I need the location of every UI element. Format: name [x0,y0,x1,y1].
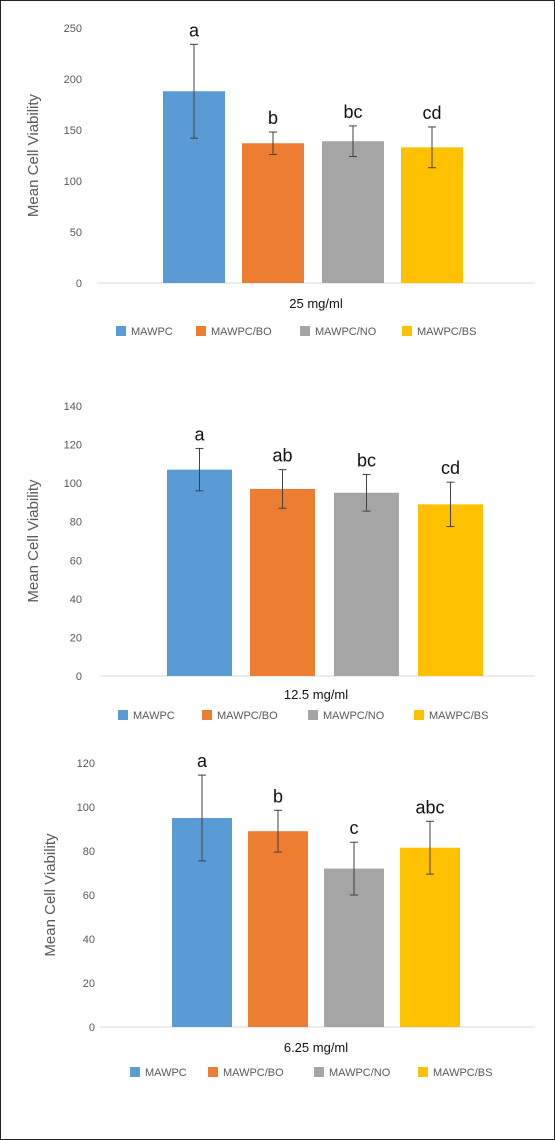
legend-swatch [300,326,310,336]
significance-label: a [194,424,205,444]
y-tick-label: 0 [76,278,82,290]
legend-swatch [118,710,128,720]
y-tick-label: 20 [83,978,95,990]
x-axis-label: 6.25 mg/ml [284,1040,348,1055]
x-axis-label: 25 mg/ml [289,296,343,311]
y-tick-label: 60 [70,555,82,567]
significance-label: cd [441,458,460,478]
bar-mawpc-bs [418,504,483,676]
legend-label: MAWPC/BS [429,710,489,722]
significance-label: b [268,108,278,128]
legend-swatch [418,1067,428,1077]
significance-label: a [197,751,208,771]
legend-label: MAWPC/BS [417,326,477,338]
legend-swatch [314,1067,324,1077]
legend-swatch [130,1067,140,1077]
legend: MAWPC MAWPC/BO MAWPC/NO MAWPC/BS [116,326,477,338]
legend-swatch [402,326,412,336]
significance-label: a [189,20,200,40]
legend-swatch [196,326,206,336]
y-tick-label: 50 [70,227,82,239]
significance-label: bc [343,102,362,122]
bar-mawpc [167,469,232,676]
legend-label: MAWPC/NO [315,326,377,338]
significance-label: cd [422,103,441,123]
y-axis-label: Mean Cell Viability [25,93,42,217]
x-axis-label: 12.5 mg/ml [284,687,348,702]
legend-label: MAWPC/BO [223,1067,284,1079]
y-tick-label: 60 [83,890,95,902]
bar-mawpc-bo [248,831,308,1027]
bar-mawpc-bo [242,143,304,283]
bar-mawpc-no [322,141,384,283]
legend-label: MAWPC/BO [217,710,278,722]
legend-label: MAWPC/BO [211,326,272,338]
significance-label: bc [357,450,376,470]
legend-label: MAWPC [145,1067,187,1079]
legend-label: MAWPC [131,326,173,338]
y-tick-label: 150 [64,125,82,137]
y-tick-label: 140 [64,401,82,413]
significance-label: c [350,818,359,838]
y-tick-label: 0 [76,671,82,683]
bar-mawpc-bs [400,847,460,1027]
y-tick-label: 20 [70,632,82,644]
legend-label: MAWPC/NO [323,710,385,722]
bar-mawpc-bs [401,147,463,283]
bar-mawpc-no [334,492,399,676]
legend-swatch [208,1067,218,1077]
y-axis-label: Mean Cell Viability [42,833,59,957]
bar-mawpc-bo [250,488,315,676]
legend-swatch [414,710,424,720]
y-tick-label: 100 [64,478,82,490]
legend: MAWPC MAWPC/BO MAWPC/NO MAWPC/BS [130,1067,493,1079]
y-tick-label: 250 [64,23,82,35]
significance-label: abc [415,797,444,817]
chart-panel-2: 0 20 40 60 80 100 120 140 Mean Cell Viability a ab… [25,401,535,722]
y-tick-label: 40 [70,594,82,606]
legend-swatch [202,710,212,720]
y-tick-label: 120 [64,440,82,452]
legend-swatch [116,326,126,336]
y-tick-label: 100 [77,802,95,814]
y-tick-label: 200 [64,74,82,86]
legend-label: MAWPC [133,710,175,722]
legend-label: MAWPC/NO [329,1067,391,1079]
y-tick-label: 80 [83,846,95,858]
y-tick-label: 120 [77,758,95,770]
y-tick-label: 100 [64,176,82,188]
legend-label: MAWPC/BS [433,1067,493,1079]
chart-panel-1: 0 50 100 150 200 250 Mean Cell Viability a b bc cd… [25,20,535,338]
legend-swatch [308,710,318,720]
legend: MAWPC MAWPC/BO MAWPC/NO MAWPC/BS [118,710,489,722]
y-tick-label: 40 [83,934,95,946]
significance-label: b [273,786,283,806]
y-axis-label: Mean Cell Viability [25,479,42,603]
y-tick-label: 80 [70,517,82,529]
significance-label: ab [272,446,292,466]
y-tick-label: 0 [89,1022,95,1034]
